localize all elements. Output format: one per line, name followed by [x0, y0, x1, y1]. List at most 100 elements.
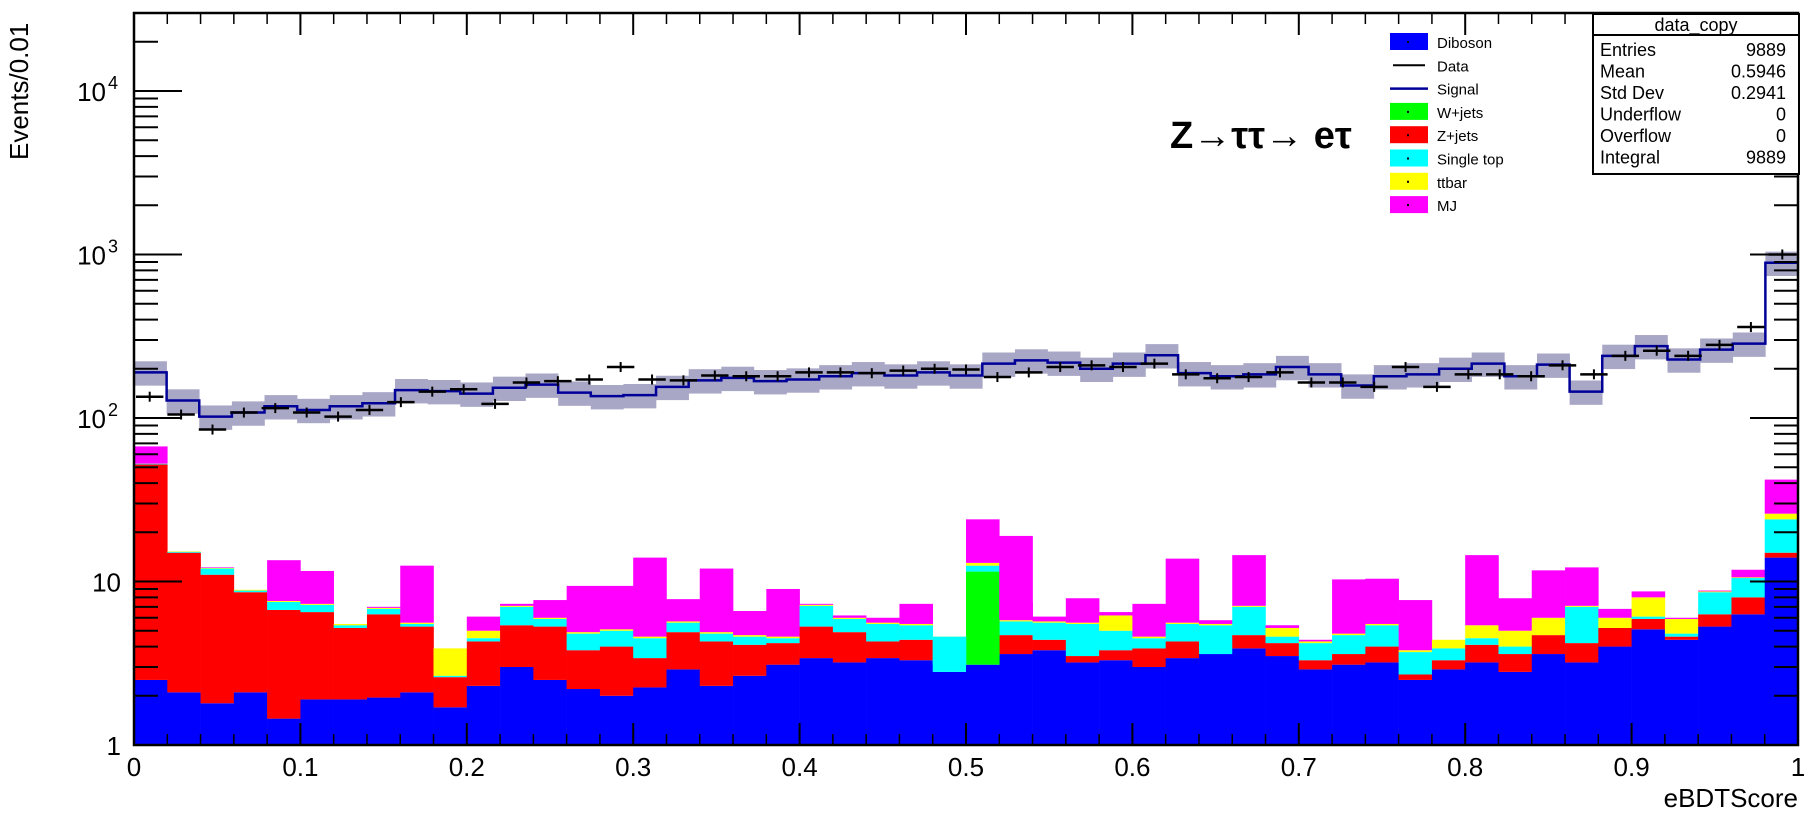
x-tick-label: 0.3 [615, 752, 651, 782]
bar-diboson [1298, 669, 1333, 745]
stats-label: Underflow [1600, 105, 1682, 125]
data-point [669, 375, 698, 386]
data-point [920, 363, 949, 374]
bar-z-jets [533, 626, 567, 680]
bar-z-jets [899, 639, 934, 661]
bar-mj [300, 570, 334, 604]
bar-single-top [267, 601, 301, 610]
data-point [1015, 367, 1043, 378]
bar-single-top [366, 608, 401, 615]
legend-entry: Data [1393, 58, 1469, 75]
bar-z-jets [1465, 644, 1499, 663]
data-point [795, 367, 823, 378]
bar-z-jets [599, 646, 634, 696]
data-point [858, 368, 886, 379]
x-tick-label: 0 [127, 752, 141, 782]
bar-ttbar [333, 623, 368, 626]
process-annotation: Z→ττ→ eτ [1170, 115, 1352, 157]
bar-z-jets [566, 650, 601, 690]
legend-entry: ttbar [1390, 172, 1467, 192]
bar-single-top [899, 625, 934, 640]
bar-diboson [799, 658, 834, 745]
bar-mj [1165, 558, 1200, 623]
bar-mj [1698, 590, 1732, 592]
bar-mj [832, 615, 867, 618]
x-tick-label: 0.1 [282, 752, 318, 782]
bar-mj [1565, 567, 1599, 606]
bar-single-top [1698, 592, 1732, 615]
bar-single-top [799, 605, 834, 627]
bar-z-jets [1731, 597, 1766, 615]
bar-single-top [400, 623, 434, 627]
bar-z-jets [200, 574, 235, 704]
bar-diboson [699, 685, 734, 745]
bar-mj [1764, 479, 1799, 514]
bar-single-top [633, 638, 667, 659]
bar-mj [1598, 608, 1632, 618]
data-point [732, 371, 760, 382]
data-point [324, 411, 352, 422]
data-point [1077, 360, 1106, 371]
x-tick-label: 0.2 [449, 752, 485, 782]
bar-z-jets [1698, 614, 1732, 627]
data-point [512, 377, 541, 388]
bar-z-jets [1265, 643, 1300, 657]
bar-diboson [134, 679, 168, 745]
bar-mj [1731, 569, 1766, 578]
bar-mj [1365, 578, 1399, 624]
bar-ttbar [899, 623, 934, 626]
bar-single-top [466, 638, 501, 642]
bar-single-top [200, 568, 235, 575]
x-tick-label: 0.6 [1114, 752, 1150, 782]
y-tick-label: 10 [92, 568, 121, 598]
x-tick-label: 0.5 [948, 752, 984, 782]
bar-mj [1465, 555, 1499, 626]
bar-diboson [566, 689, 601, 745]
data-point [387, 397, 415, 408]
bar-ttbar [1032, 621, 1067, 623]
x-tick-label: 0.9 [1614, 752, 1650, 782]
bar-single-top [1365, 625, 1399, 647]
bar-single-top [1298, 643, 1333, 661]
bar-z-jets [1631, 618, 1666, 630]
stats-label: Overflow [1600, 126, 1672, 146]
legend-entry: W+jets [1390, 102, 1483, 122]
bar-diboson [1332, 664, 1366, 745]
y-tick-label: 10 [77, 77, 106, 107]
data-point [1140, 358, 1169, 369]
stats-value: 9889 [1746, 40, 1786, 60]
bar-mj [899, 603, 934, 624]
y-tick-label: 1 [107, 731, 121, 761]
bar-ttbar [699, 632, 734, 634]
bar-ttbar [366, 607, 401, 609]
bar-single-top [1132, 638, 1166, 649]
data-point [1705, 339, 1734, 350]
bar-diboson [1065, 662, 1100, 745]
data-point [889, 365, 917, 376]
bar-diboson [400, 692, 434, 745]
bar-single-top [1065, 623, 1100, 657]
stats-value: 0 [1776, 105, 1786, 125]
y-tick-exponent: 4 [108, 73, 118, 93]
legend-label: ttbar [1437, 175, 1467, 192]
bar-single-top [1731, 578, 1766, 598]
data-point [355, 404, 384, 415]
bar-mj [766, 588, 800, 637]
data-point [1454, 369, 1483, 380]
bar-single-top [1165, 623, 1200, 642]
bar-mj [1498, 598, 1533, 631]
bar-ttbar [267, 600, 301, 602]
bar-z-jets [733, 644, 767, 676]
legend-entry: MJ [1390, 196, 1457, 215]
stats-title: data_copy [1654, 15, 1737, 36]
legend-swatch-marker [1407, 204, 1409, 207]
legend-label: MJ [1437, 198, 1457, 215]
data-point [826, 367, 855, 378]
bar-z-jets [1431, 660, 1466, 670]
bar-ttbar [1298, 641, 1333, 644]
legend-swatch-marker [1407, 180, 1409, 183]
bar-diboson [333, 699, 368, 745]
data-point [1737, 322, 1765, 333]
bar-mj [533, 600, 567, 618]
